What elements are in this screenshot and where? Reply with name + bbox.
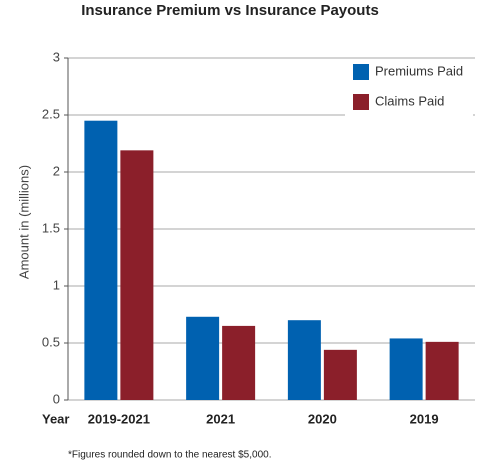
x-axis-label: Year xyxy=(42,411,69,426)
bar xyxy=(323,349,357,400)
chart-title: Insurance Premium vs Insurance Payouts xyxy=(81,2,379,19)
y-tick-label: 1 xyxy=(53,277,60,292)
bar xyxy=(120,150,154,400)
x-tick-label: 2020 xyxy=(308,411,337,426)
bar xyxy=(222,325,256,400)
bar xyxy=(84,120,118,400)
x-tick-label: 2019 xyxy=(410,411,439,426)
footnote: *Figures rounded down to the nearest $5,… xyxy=(68,450,271,461)
y-tick-label: 2.5 xyxy=(42,106,60,121)
bar xyxy=(287,320,321,400)
bar xyxy=(425,341,459,400)
y-tick-label: 2 xyxy=(53,163,60,178)
y-tick-label: 0 xyxy=(53,391,60,406)
legend-swatch xyxy=(353,94,369,110)
y-tick-label: 0.5 xyxy=(42,334,60,349)
bar xyxy=(389,338,423,400)
y-tick-label: 1.5 xyxy=(42,220,60,235)
bar xyxy=(186,316,220,400)
x-tick-label: 2019-2021 xyxy=(88,411,150,426)
x-tick-label: 2021 xyxy=(206,411,235,426)
legend-label: Claims Paid xyxy=(375,93,444,108)
y-tick-label: 3 xyxy=(53,49,60,64)
legend-label: Premiums Paid xyxy=(375,63,463,78)
y-axis-label: Amount in (millions) xyxy=(16,165,31,279)
legend-swatch xyxy=(353,64,369,80)
